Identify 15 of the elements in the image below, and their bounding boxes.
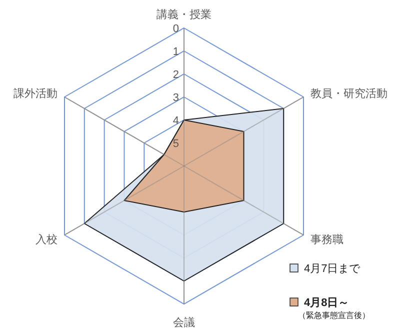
y-tick-label: 3 xyxy=(172,92,179,104)
legend-label: 4月8日～ xyxy=(304,297,350,309)
spoke-label: 教員・研究活動 xyxy=(310,87,388,100)
spoke-label: 事務職 xyxy=(310,233,344,246)
spoke-label: 会議 xyxy=(173,316,195,329)
y-tick-label: 0 xyxy=(172,23,179,35)
spoke-label: 入校 xyxy=(36,233,58,246)
y-tick-label: 4 xyxy=(172,115,179,127)
spoke-label: 講義・授業 xyxy=(156,8,212,21)
y-tick-label: 1 xyxy=(172,46,179,58)
legend-label: 4月7日まで xyxy=(304,263,362,275)
text: （緊急事態宣言後） xyxy=(298,311,370,320)
spoke-label: 課外活動 xyxy=(14,87,58,100)
y-tick-label: 5 xyxy=(172,138,179,150)
y-tick-label: 2 xyxy=(172,69,179,81)
